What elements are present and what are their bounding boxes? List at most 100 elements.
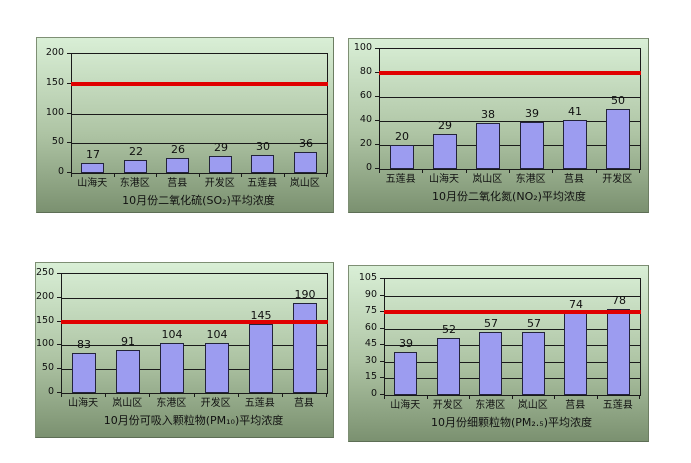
x-axis-tick [509,169,510,173]
y-axis-tick [67,172,71,173]
gridline [380,121,640,122]
x-axis-tick [282,393,283,397]
bar [116,350,140,393]
reference-line [71,82,328,86]
chart-title: 10月份二氧化氮(NO₂)平均浓度 [432,190,586,203]
y-axis-label: 40 [359,114,372,125]
bar-value-label: 57 [484,317,498,330]
plot-area: 39 52 57 57 74 78 [384,278,641,396]
gridline [380,97,640,98]
y-axis-label: 100 [45,107,64,118]
x-axis-tick [149,393,150,397]
bar [124,160,147,173]
y-axis-label: 100 [36,338,55,349]
y-axis-tick [380,311,384,312]
x-axis-tick [114,173,115,177]
category-label: 岚山区 [289,178,320,189]
gridline [62,369,327,370]
chart-title: 10月份二氧化硫(SO₂)平均浓度 [122,194,275,207]
x-axis-tick [597,395,598,399]
y-axis-label: 60 [364,322,377,333]
y-axis-tick [67,83,71,84]
bar [72,353,96,393]
x-axis-tick [238,393,239,397]
category-axis: 山海天 东港区 莒县 开发区 五莲县 岚山区 [71,178,326,190]
bar-value-label: 145 [250,309,272,322]
y-axis-tick [375,144,379,145]
y-axis-label: 0 [365,162,372,173]
gridline [72,114,327,115]
category-label: 山海天 [390,400,421,411]
y-axis-tick [375,168,379,169]
y-axis-label: 105 [358,272,377,283]
category-axis: 五莲县 山海天 岚山区 东港区 莒县 开发区 [379,174,639,186]
y-axis-label: 60 [359,90,372,101]
category-label: 莒县 [565,400,586,411]
chart-panel-pm25: 39 52 57 57 74 78 山海天 开发区 东港区 岚山区 莒县 五莲县 10月份细颗粒物(… [348,265,649,442]
y-axis-label: 45 [364,338,377,349]
category-label: 五莲县 [385,174,416,185]
y-axis-label: 20 [359,138,372,149]
y-axis-tick [380,344,384,345]
bar-value-label: 190 [294,288,316,301]
gridline [385,329,640,330]
x-axis-tick [199,173,200,177]
y-axis-label: 100 [353,42,372,53]
category-label: 山海天 [68,398,99,409]
x-axis-tick [512,395,513,399]
y-axis-tick [375,96,379,97]
plot-area: 20 29 38 39 41 50 [379,48,641,170]
gridline [385,362,640,363]
y-axis-tick [375,72,379,73]
bar-value-label: 91 [121,335,135,348]
y-axis-label: 80 [359,66,372,77]
bar [520,122,544,169]
gridline [385,345,640,346]
bar-value-label: 39 [399,337,413,350]
bar-value-label: 29 [214,141,228,154]
bar-value-label: 104 [161,328,183,341]
y-axis-label: 150 [36,315,55,326]
y-axis-tick [57,273,61,274]
x-axis-tick [71,173,72,177]
reference-line [61,320,328,324]
bar [437,338,460,395]
x-axis-tick [466,169,467,173]
y-axis-label: 200 [36,291,55,302]
x-axis-tick [61,393,62,397]
bar-value-label: 38 [481,108,495,121]
x-axis-tick [156,173,157,177]
gridline [62,298,327,299]
y-axis-tick [380,377,384,378]
x-axis-tick [105,393,106,397]
y-axis-label: 75 [364,305,377,316]
bar [160,343,184,393]
bar-value-label: 26 [171,143,185,156]
bar [205,343,229,393]
y-axis-tick [67,142,71,143]
chart-title: 10月份可吸入颗粒物(PM₁₀)平均浓度 [103,414,284,427]
y-axis-tick [380,361,384,362]
category-label: 东港区 [475,400,506,411]
bar-value-label: 29 [438,119,452,132]
gridline [385,378,640,379]
bar [476,123,500,169]
y-axis-tick [57,368,61,369]
bar-value-label: 78 [612,294,626,307]
y-axis-tick [375,48,379,49]
category-label: 五莲县 [244,398,275,409]
category-label: 山海天 [428,174,459,185]
category-axis: 山海天 开发区 东港区 岚山区 莒县 五莲县 [384,400,639,412]
category-label: 东港区 [156,398,187,409]
y-axis-tick [380,394,384,395]
y-axis-label: 0 [47,386,54,397]
x-axis-tick [384,395,385,399]
y-axis-label: 15 [364,371,377,382]
plot-area: 17 22 26 29 30 36 [71,53,328,174]
category-label: 岚山区 [472,174,503,185]
bar-value-label: 39 [525,107,539,120]
y-axis-tick [57,344,61,345]
x-axis-tick [639,395,640,399]
y-axis-label: 90 [364,289,377,300]
y-axis-tick [67,113,71,114]
